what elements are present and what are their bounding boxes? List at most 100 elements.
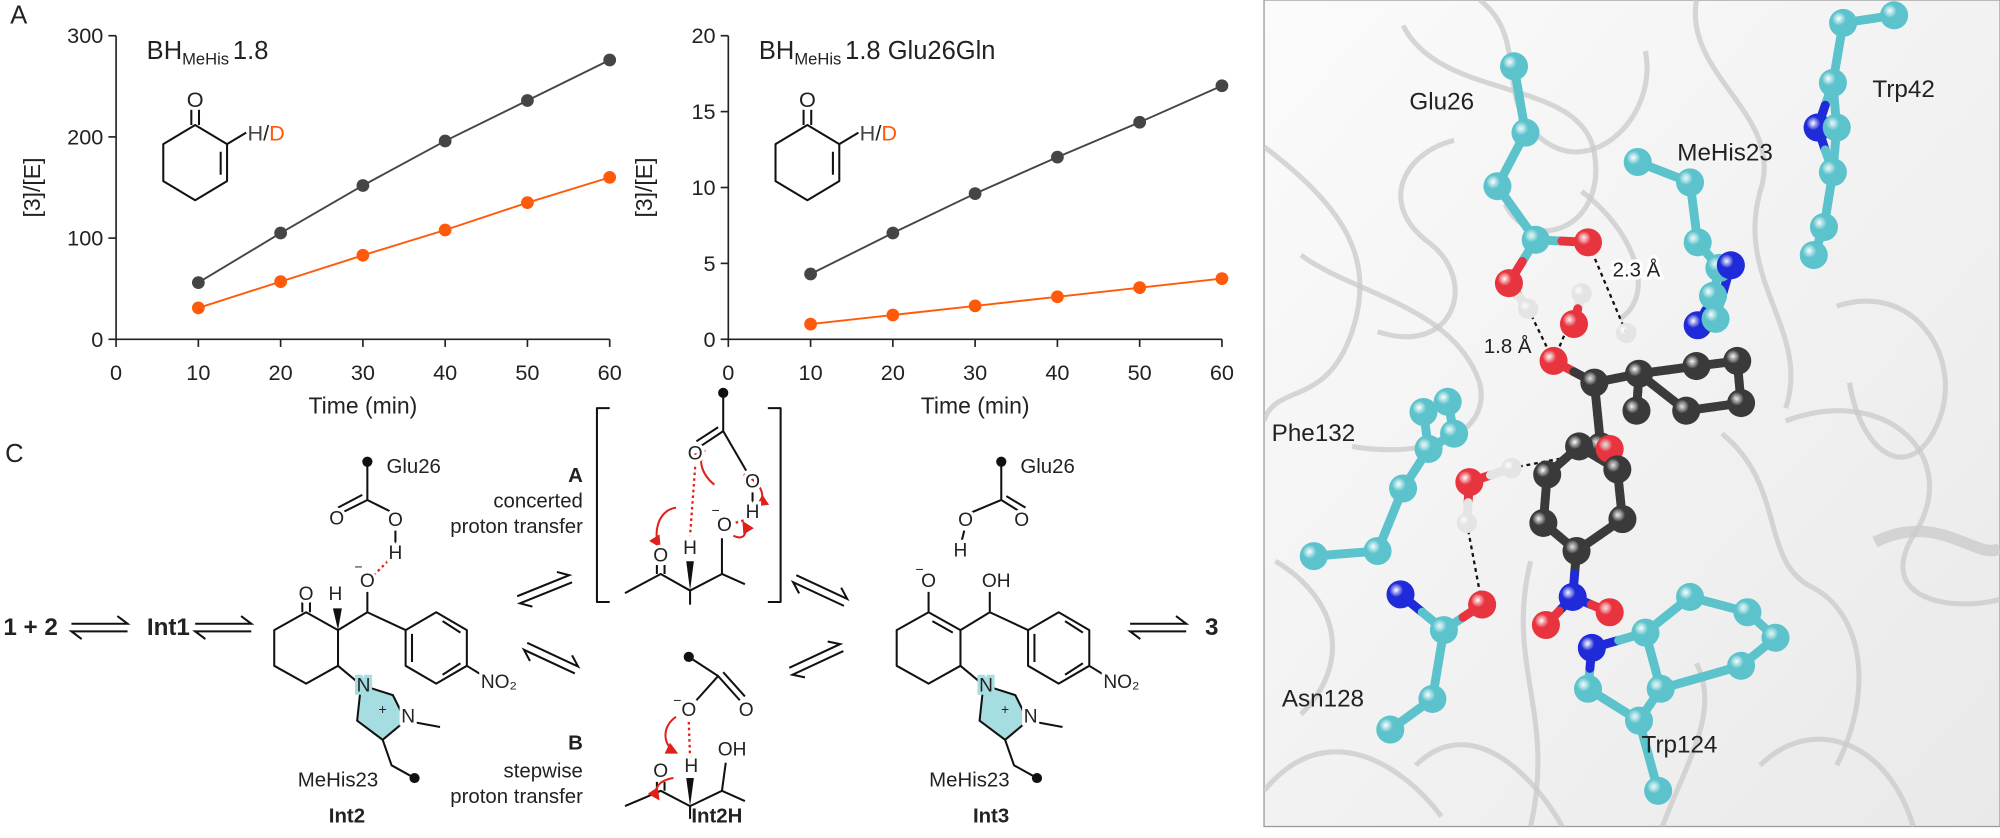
atom xyxy=(1733,598,1762,627)
atom xyxy=(1558,582,1587,611)
title-subscript: MeHis xyxy=(794,49,841,68)
chart-title: BHMeHis 1.8 Glu26Gln xyxy=(759,37,996,68)
atom xyxy=(1723,346,1752,375)
pathway-label: A xyxy=(568,465,583,487)
pathway-b: B stepwise proton transfer − O O O H OH … xyxy=(450,651,757,827)
atom xyxy=(1580,368,1609,397)
atom xyxy=(1565,432,1594,461)
chart: 0 5 10 15 20 0 10 20 30 40 50 60 Time (min) [3]/[E] BH… xyxy=(631,23,1234,418)
atom xyxy=(1624,706,1654,735)
atom xyxy=(1386,580,1415,609)
atom-label: O xyxy=(921,571,936,592)
residue-label: Phe132 xyxy=(1272,420,1356,447)
data-point xyxy=(356,179,370,192)
atom xyxy=(1799,241,1828,270)
atom xyxy=(1818,68,1847,97)
compound-label: Int2 xyxy=(329,805,365,827)
x-tick-label: 60 xyxy=(1210,360,1234,385)
atom xyxy=(1440,419,1469,448)
y-tick-label: 10 xyxy=(691,175,715,200)
data-point xyxy=(968,187,982,200)
pathway-text: concerted xyxy=(493,490,583,512)
y-tick-label: 0 xyxy=(704,327,716,352)
y-tick-label: 15 xyxy=(691,99,715,124)
distance-label: 1.8 Å xyxy=(1484,335,1532,358)
atom-label: O xyxy=(688,444,703,465)
data-point xyxy=(191,301,205,315)
atom-label: O xyxy=(717,515,732,536)
atom-label: O xyxy=(653,546,668,567)
atom xyxy=(1468,590,1497,619)
atom xyxy=(1716,251,1745,280)
atom xyxy=(1433,387,1462,416)
atom xyxy=(1822,113,1851,142)
title-base: BH xyxy=(759,37,794,65)
atom xyxy=(1818,158,1847,187)
compound-label: 3 xyxy=(1205,614,1218,641)
data-point xyxy=(521,94,534,107)
atom-label: O xyxy=(1014,510,1029,531)
atom xyxy=(1533,460,1562,489)
atom xyxy=(1456,512,1478,534)
hydrogen-bond xyxy=(1511,447,1610,470)
x-axis-label: Time (min) xyxy=(921,393,1030,419)
atom-label: O xyxy=(299,584,314,605)
chart: 0 100 200 300 0 10 20 30 40 50 60 Time (min) [3]/[E]… xyxy=(19,23,622,418)
atom-label: H xyxy=(746,502,760,523)
int2-structure: O H − O H O O N + N NO₂ Glu26 MeHis23 In… xyxy=(273,456,520,827)
atom-label: O xyxy=(360,571,375,592)
atom xyxy=(1409,397,1438,427)
x-tick-label: 20 xyxy=(269,360,293,385)
atom xyxy=(1622,396,1651,425)
data-point xyxy=(438,223,452,237)
atom-label: H xyxy=(389,543,403,564)
atom-label: − xyxy=(916,561,924,577)
data-point xyxy=(1215,272,1229,285)
atom xyxy=(1418,684,1447,714)
atom xyxy=(1676,168,1705,197)
atom xyxy=(1501,457,1522,479)
series-line xyxy=(198,176,610,309)
atom xyxy=(1573,674,1603,703)
residue-label: Trp42 xyxy=(1872,76,1934,103)
legend-separator: / xyxy=(263,120,270,145)
atom xyxy=(1683,228,1712,257)
atom xyxy=(1676,582,1705,611)
x-tick-label: 0 xyxy=(722,360,734,385)
legend-entry: H xyxy=(860,120,876,145)
y-axis-label: [3]/[E] xyxy=(19,158,45,218)
atom-label: N xyxy=(1024,706,1038,727)
data-point xyxy=(886,226,900,240)
atom xyxy=(1727,651,1756,680)
data-point xyxy=(1133,115,1147,129)
atom-label: NO₂ xyxy=(481,672,517,693)
atom xyxy=(1608,505,1637,534)
atom-label: H xyxy=(329,584,343,605)
atom xyxy=(1521,225,1550,254)
residue-label: Glu26 xyxy=(1020,456,1074,478)
atom-label: N xyxy=(401,706,415,727)
atom-label: O xyxy=(329,509,344,530)
chart-title: BHMeHis 1.8 xyxy=(147,37,269,68)
atom-label: O xyxy=(681,700,696,721)
atom-label: O xyxy=(388,510,403,531)
residue-label: Trp124 xyxy=(1642,731,1718,758)
atom xyxy=(1494,269,1523,298)
y-tick-label: 0 xyxy=(91,327,103,352)
atom-label: − xyxy=(354,558,362,574)
molecules xyxy=(1299,1,1909,805)
atom xyxy=(1363,536,1392,566)
atom xyxy=(1573,228,1603,257)
atom xyxy=(1455,468,1484,497)
x-tick-label: 60 xyxy=(598,360,622,385)
x-tick-label: 30 xyxy=(963,360,987,385)
y-tick-label: 200 xyxy=(67,124,103,149)
data-point xyxy=(1051,290,1064,304)
data-point xyxy=(968,299,982,313)
atom-label: OH xyxy=(982,571,1011,592)
atom xyxy=(1299,542,1328,571)
atom xyxy=(1644,776,1673,805)
compound-label: Int3 xyxy=(973,805,1009,827)
